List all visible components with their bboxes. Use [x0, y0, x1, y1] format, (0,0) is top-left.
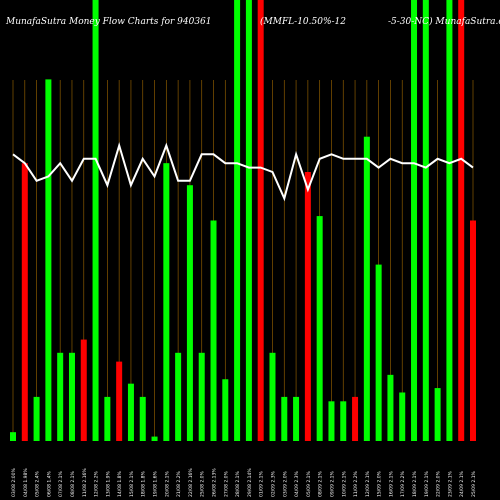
x-tick-label: 19/09 2.1%: [424, 470, 430, 497]
x-tick-label: 05/08 2.4%: [35, 470, 41, 497]
x-tick-label: 08/09 2.1%: [318, 470, 324, 497]
bar-up: [446, 0, 453, 441]
bar-down: [21, 163, 28, 442]
x-tick-label: 25/09 2.1%: [471, 470, 477, 497]
x-tick-label: 11/08 2.16%: [82, 468, 88, 497]
x-tick-label: 21/08 2.2%: [176, 470, 182, 497]
x-tick-label: 24/09 2.1%: [459, 470, 465, 497]
x-tick-label: 22/09 2.0%: [436, 470, 442, 497]
bar-up: [293, 396, 300, 441]
bar-down: [116, 361, 123, 441]
x-tick-label: 15/09 2.0%: [377, 470, 383, 497]
x-tick-label: 14/08 1.8%: [117, 470, 123, 497]
x-tick-label: 17/09 2.2%: [400, 470, 406, 497]
bar-up: [198, 352, 205, 441]
bar-up: [422, 0, 429, 441]
x-tick-label: 07/08 2.1%: [58, 470, 64, 497]
bar-up: [340, 401, 347, 441]
bar-up: [234, 0, 241, 441]
bar-up: [10, 432, 16, 441]
bar-up: [375, 264, 382, 441]
bar-up: [57, 352, 64, 441]
bar-up: [363, 136, 370, 441]
x-tick-label: 18/09 2.1%: [412, 470, 418, 497]
x-tick-label: 19/08 1.6%: [153, 470, 159, 497]
money-flow-line: [12, 141, 474, 202]
x-tick-label: 05/09 2.1%: [306, 470, 312, 497]
x-tick-label: 04/09 2.3%: [294, 470, 300, 497]
x-tick-label: 26/08 2.13%: [212, 468, 218, 497]
bar-up: [387, 374, 394, 441]
bar-up: [434, 388, 441, 441]
x-tick-label: 13/08 1.9%: [105, 470, 111, 497]
x-tick-label: 01/09 2.1%: [259, 470, 265, 497]
bar-up: [245, 0, 252, 441]
bars: [10, 0, 476, 442]
bar-up: [210, 220, 217, 441]
bar-up: [151, 436, 158, 441]
bar-up: [163, 163, 170, 442]
x-tick-label: 08/08 2.1%: [70, 470, 76, 497]
x-tick-label: 09/09 2.1%: [329, 470, 335, 497]
chart-title-left: MunafaSutra Money Flow Charts for 940361: [6, 17, 212, 27]
bar-up: [33, 396, 40, 441]
x-tick-labels: 03/08 2:00% 04/08 1.98% 05/08 2.4% 06/08…: [11, 467, 477, 497]
x-tick-label: 28/08 2.1%: [235, 470, 241, 497]
bar-up: [222, 379, 229, 441]
x-tick-label: 04/08 1.98%: [23, 468, 29, 497]
bar-up: [269, 352, 276, 441]
bar-up: [399, 392, 406, 441]
x-tick-label: 03/09 2.0%: [282, 470, 288, 497]
bar-up: [45, 79, 52, 441]
x-tick-label: 03/08 2:00%: [11, 467, 17, 497]
bar-down: [304, 171, 311, 442]
bar-up: [68, 352, 75, 441]
x-tick-label: 16/09 2.1%: [388, 470, 394, 497]
chart-title-middle: (MMFL-10.50%-12: [260, 17, 347, 27]
bar-up: [316, 216, 323, 441]
x-tick-label: 27/08 2.0%: [223, 470, 229, 497]
x-tick-label: 12/09 2.1%: [365, 470, 371, 497]
bar-up: [127, 383, 134, 441]
bar-up: [186, 185, 193, 441]
bar-up: [92, 0, 99, 441]
bar-up: [104, 396, 111, 441]
x-tick-label: 12/08 2.2%: [94, 470, 100, 497]
x-tick-label: 11/09 2.2%: [353, 470, 359, 497]
bar-up: [411, 0, 418, 441]
chart-title-right: -5-30-NC) MunafaSutra.com: [388, 17, 500, 27]
x-tick-label: 22/08 2.16%: [188, 468, 194, 497]
bar-down: [352, 396, 359, 441]
bar-up: [175, 352, 182, 441]
bar-down: [470, 220, 476, 441]
x-tick-label: 18/08 1.8%: [141, 470, 147, 497]
x-tick-label: 15/08 2.1%: [129, 470, 135, 497]
x-tick-label: 10/09 2.1%: [341, 470, 347, 497]
x-tick-label: 29/08 2.14%: [247, 468, 253, 497]
bar-down: [458, 0, 465, 441]
bar-down: [257, 0, 264, 441]
x-tick-label: 25/08 2.0%: [200, 470, 206, 497]
x-tick-label: 06/08 1.4%: [46, 470, 52, 497]
bar-up: [281, 396, 288, 441]
bar-down: [80, 339, 87, 441]
x-tick-label: 20/08 2.1%: [164, 470, 170, 497]
bar-up: [328, 401, 335, 441]
x-tick-label: 02/09 2.3%: [270, 470, 276, 497]
x-tick-label: 23/09 2.1%: [447, 470, 453, 497]
bar-up: [139, 396, 146, 441]
